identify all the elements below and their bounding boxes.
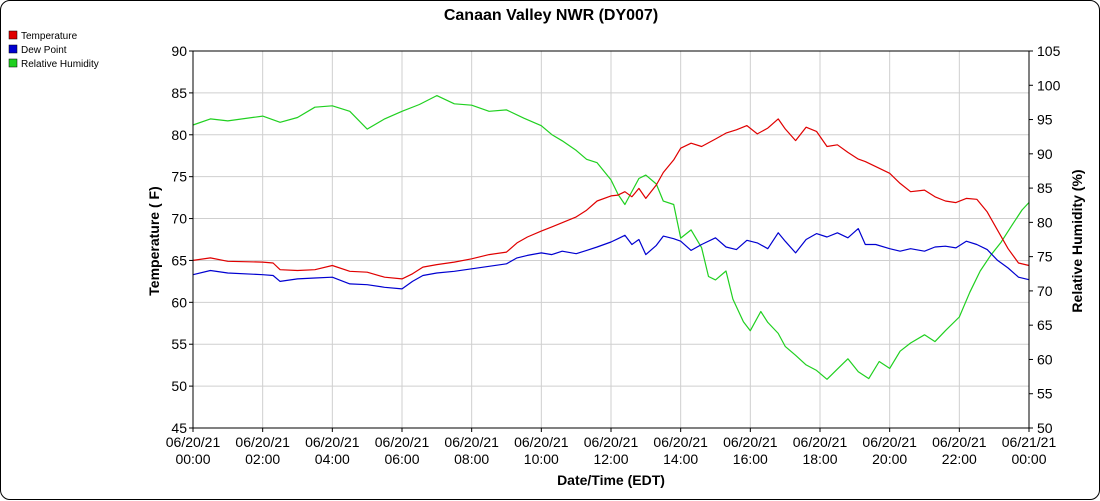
x-tick-time: 02:00 — [245, 451, 280, 467]
y-left-tick-label: 50 — [171, 378, 187, 394]
x-tick-date: 06/20/21 — [932, 434, 987, 450]
y-right-tick-label: 55 — [1037, 386, 1053, 402]
y-left-tick-label: 85 — [171, 85, 187, 101]
y-right-tick-label: 100 — [1037, 77, 1061, 93]
y-left-tick-label: 45 — [171, 420, 187, 436]
y-right-tick-label: 75 — [1037, 249, 1053, 265]
y-right-tick-label: 50 — [1037, 420, 1053, 436]
x-tick-date: 06/20/21 — [584, 434, 639, 450]
y-left-tick-label: 90 — [171, 43, 187, 59]
y-left-tick-label: 80 — [171, 127, 187, 143]
y-left-tick-label: 70 — [171, 211, 187, 227]
x-tick-time: 16:00 — [733, 451, 768, 467]
x-tick-date: 06/20/21 — [723, 434, 778, 450]
legend-label-relative-humidity: Relative Humidity — [21, 59, 99, 70]
y-right-tick-label: 80 — [1037, 214, 1053, 230]
y-left-tick-label: 75 — [171, 169, 187, 185]
x-tick-time: 00:00 — [175, 451, 210, 467]
y-left-tick-label: 65 — [171, 252, 187, 268]
grid-lines — [192, 50, 1030, 429]
legend-swatch-temperature — [8, 30, 18, 40]
x-tick-date: 06/20/21 — [166, 434, 221, 450]
chart-title: Canaan Valley NWR (DY007) — [444, 7, 658, 24]
x-tick-date: 06/20/21 — [444, 434, 499, 450]
y-right-tick-label: 90 — [1037, 146, 1053, 162]
x-tick-date: 06/21/21 — [1002, 434, 1057, 450]
x-tick-time: 04:00 — [315, 451, 350, 467]
x-axis-ticks: 06/20/2100:0006/20/2102:0006/20/2104:000… — [166, 428, 1057, 467]
x-tick-time: 14:00 — [663, 451, 698, 467]
y-right-tick-label: 65 — [1037, 317, 1053, 333]
y-axis-left-ticks: 45 50 55 60 65 70 75 80 85 90 — [171, 43, 193, 436]
series-line-relative-humidity — [192, 94, 1030, 380]
y-right-tick-label: 85 — [1037, 180, 1053, 196]
x-tick-time: 22:00 — [942, 451, 977, 467]
series-line-temperature — [192, 118, 1030, 280]
y-axis-left-title: Temperature ( F) — [146, 186, 162, 295]
x-tick-time: 08:00 — [454, 451, 489, 467]
x-tick-date: 06/20/21 — [235, 434, 290, 450]
x-tick-date: 06/20/21 — [375, 434, 430, 450]
x-tick-time: 12:00 — [593, 451, 628, 467]
x-tick-date: 06/20/21 — [793, 434, 848, 450]
x-tick-time: 10:00 — [524, 451, 559, 467]
x-tick-date: 06/20/21 — [653, 434, 708, 450]
y-axis-right-title: Relative Humidity (%) — [1069, 169, 1085, 312]
y-left-tick-label: 55 — [171, 336, 187, 352]
y-left-tick-label: 60 — [171, 294, 187, 310]
legend-swatch-relative-humidity — [8, 58, 18, 68]
x-tick-time: 18:00 — [802, 451, 837, 467]
legend: Temperature Dew Point Relative Humidity — [8, 30, 99, 70]
x-tick-time: 06:00 — [384, 451, 419, 467]
y-right-tick-label: 70 — [1037, 283, 1053, 299]
legend-label-dew-point: Dew Point — [21, 45, 67, 56]
x-tick-time: 00:00 — [1011, 451, 1046, 467]
series-line-dew-point — [192, 228, 1030, 290]
y-right-tick-label: 105 — [1037, 43, 1061, 59]
legend-label-temperature: Temperature — [21, 31, 78, 42]
y-right-tick-label: 95 — [1037, 112, 1053, 128]
y-axis-right-ticks: 50 55 60 65 70 75 80 85 90 95 100 105 — [1029, 43, 1061, 436]
x-tick-time: 20:00 — [872, 451, 907, 467]
series-layer — [192, 94, 1030, 380]
y-right-tick-label: 60 — [1037, 351, 1053, 367]
x-tick-date: 06/20/21 — [514, 434, 569, 450]
x-tick-date: 06/20/21 — [305, 434, 360, 450]
x-tick-date: 06/20/21 — [862, 434, 917, 450]
legend-swatch-dew-point — [8, 44, 18, 54]
x-axis-title: Date/Time (EDT) — [557, 472, 665, 488]
